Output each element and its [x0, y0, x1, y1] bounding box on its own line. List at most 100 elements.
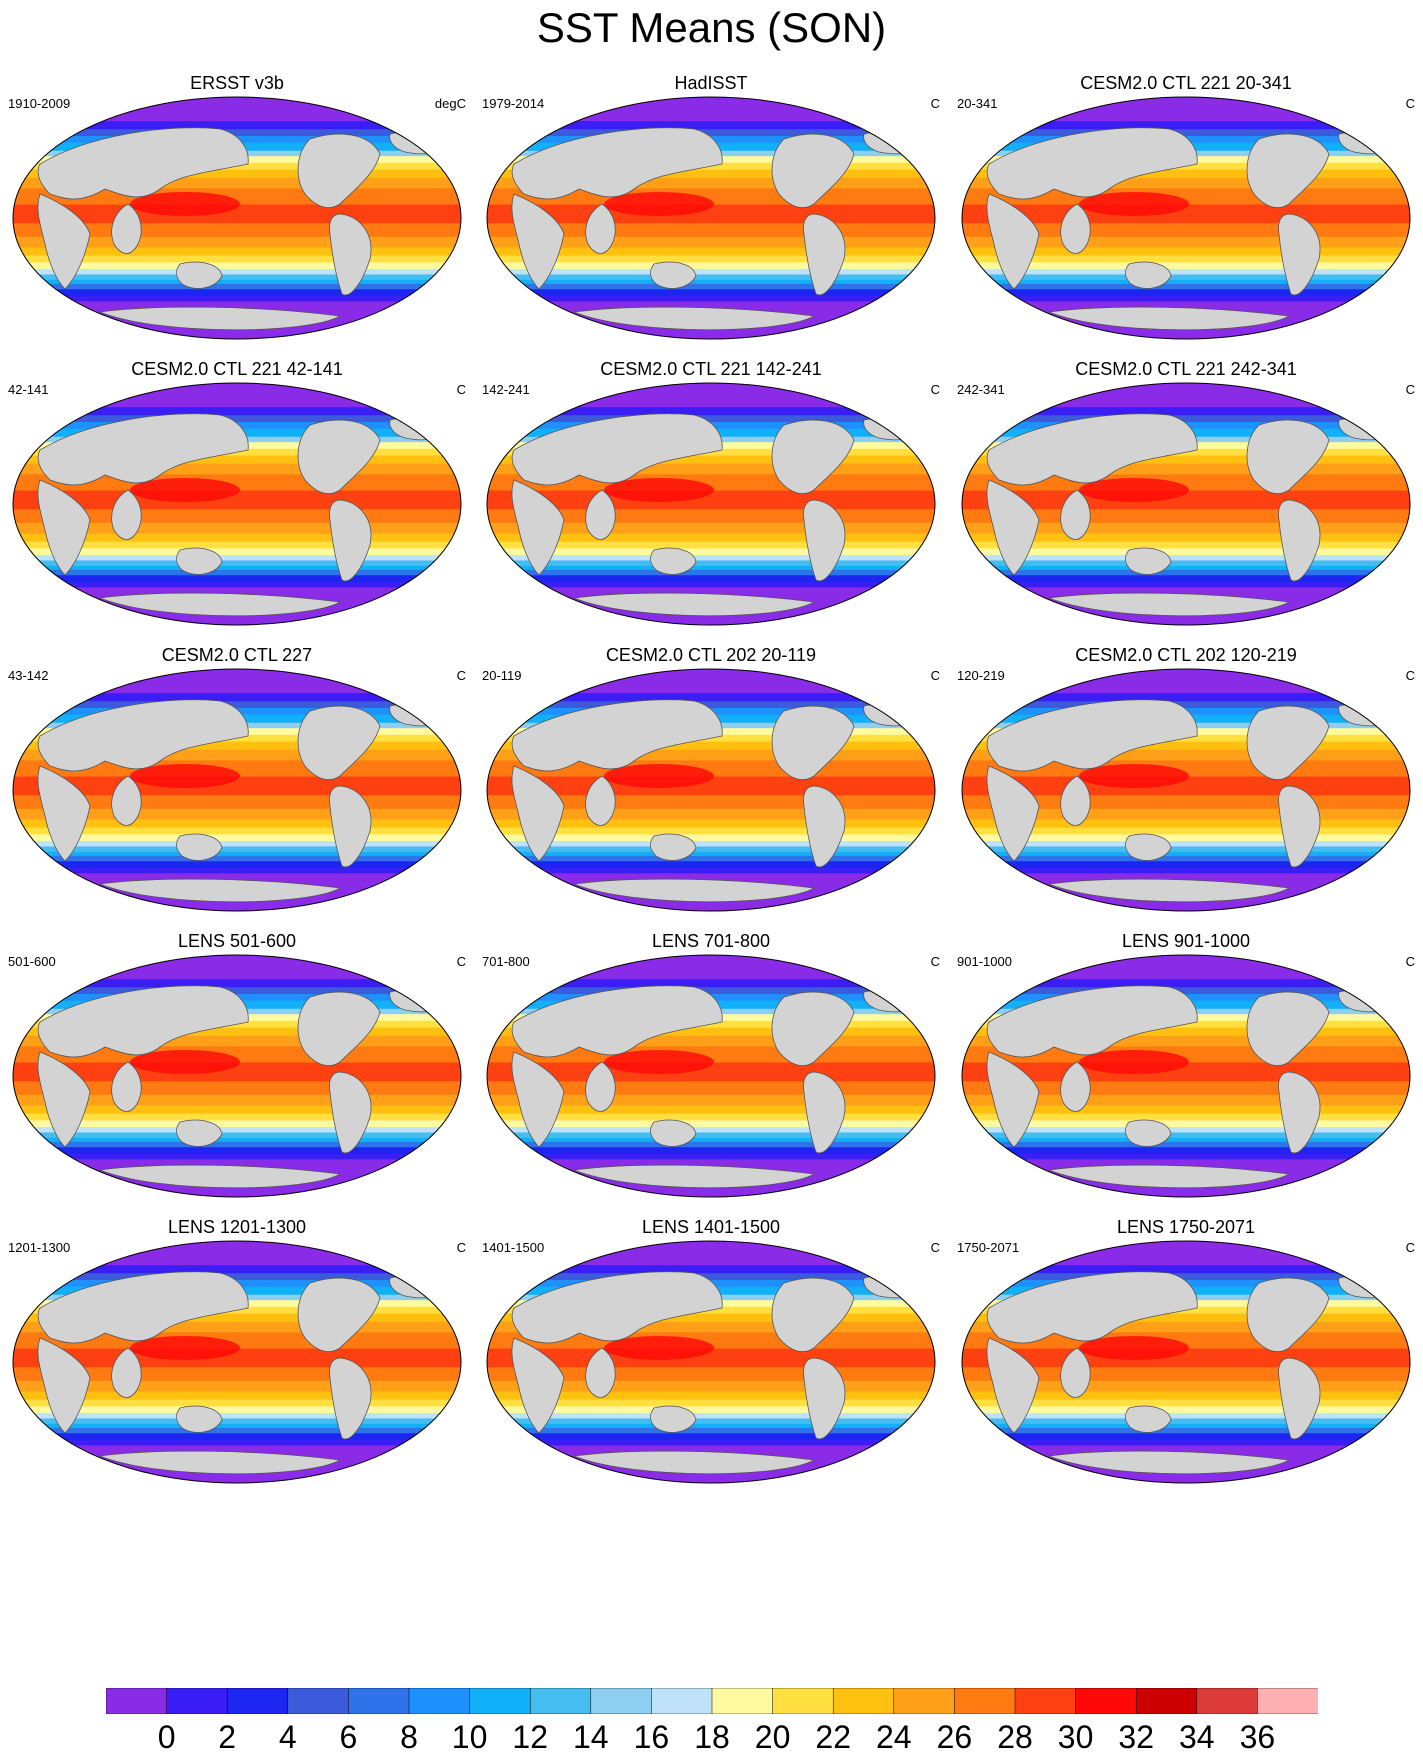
- sst-band: [962, 1439, 1410, 1446]
- land-mass: [986, 413, 1198, 486]
- map-outline: [12, 96, 462, 340]
- colorbar-swatch: [832, 1688, 895, 1714]
- panel-units-label: C: [930, 954, 940, 969]
- land-mass: [1060, 489, 1091, 540]
- sst-band: [487, 533, 935, 543]
- panel-period-label: 142-241: [482, 382, 530, 397]
- land-mass: [1060, 203, 1091, 254]
- sst-band: [487, 1313, 935, 1323]
- map-outline: [961, 954, 1411, 1198]
- land-mass: [37, 127, 249, 200]
- sst-band: [962, 1035, 1410, 1047]
- map-outline: [12, 382, 462, 626]
- sst-band: [13, 1137, 461, 1143]
- sst-band: [487, 1105, 935, 1115]
- sst-band: [962, 177, 1410, 189]
- panel-title: LENS 501-600: [177, 931, 297, 951]
- warm-pool: [1079, 764, 1189, 788]
- sst-band: [962, 701, 1410, 709]
- sst-band: [487, 407, 935, 416]
- warm-pool: [130, 764, 240, 788]
- panel-title: LENS 1750-2071: [1116, 1217, 1256, 1237]
- sst-band: [962, 1094, 1410, 1107]
- sst-band: [962, 121, 1410, 130]
- land-mass: [1125, 547, 1172, 575]
- land-mass: [111, 1061, 142, 1112]
- colorbar-tick-label: 28: [997, 1719, 1033, 1755]
- map-panel: LENS 701-800 701-800 C: [474, 928, 948, 1248]
- sst-band: [487, 1265, 935, 1274]
- land-mass: [511, 479, 565, 576]
- land-mass: [176, 833, 223, 861]
- land-mass: [511, 765, 565, 862]
- colorbar-tick-label: 4: [278, 1719, 297, 1755]
- sst-band: [962, 1273, 1410, 1281]
- sst-band: [13, 541, 461, 549]
- sst-band: [487, 867, 935, 874]
- land-mass: [329, 1357, 372, 1440]
- land-mass: [650, 833, 697, 861]
- map-outline: [961, 96, 1411, 340]
- colorbar-tick-label: 14: [573, 1719, 609, 1755]
- land-mass: [1246, 1277, 1330, 1352]
- colorbar-swatch: [166, 1688, 228, 1714]
- sst-band: [13, 1127, 461, 1133]
- land-mass: [37, 1337, 91, 1434]
- colorbar-tick-label: 30: [1057, 1719, 1094, 1755]
- panel-units-label: degC: [434, 96, 466, 111]
- sst-band: [487, 415, 935, 423]
- sst-band: [962, 1406, 1410, 1414]
- sst-band: [13, 1391, 461, 1401]
- sst-band: [13, 1423, 461, 1429]
- sst-band: [962, 867, 1410, 874]
- sst-band: [962, 522, 1410, 535]
- map-panel: ERSST v3b 1910-2009 degC: [0, 70, 474, 390]
- land-mass: [986, 479, 1040, 576]
- sst-band: [962, 255, 1410, 263]
- sst-band: [13, 463, 461, 475]
- colorbar-swatch: [1196, 1688, 1259, 1714]
- land-mass: [111, 489, 142, 540]
- colorbar-tick-label: 24: [876, 1719, 912, 1755]
- land-mass: [572, 1164, 816, 1189]
- land-mass: [986, 127, 1198, 200]
- sst-band: [13, 1433, 461, 1441]
- panel-units-label: C: [456, 382, 466, 397]
- colorbar-swatch: [954, 1688, 1016, 1714]
- land-mass: [1060, 775, 1091, 826]
- sst-band: [962, 1137, 1410, 1143]
- sst-band: [13, 522, 461, 535]
- colorbar-swatch: [1075, 1688, 1137, 1714]
- land-mass: [1246, 705, 1330, 780]
- sst-band: [13, 819, 461, 829]
- land-mass: [1060, 1061, 1091, 1112]
- sst-band: [962, 533, 1410, 543]
- colorbar-swatch: [348, 1688, 410, 1714]
- figure-title: SST Means (SON): [536, 4, 887, 51]
- land-mass: [297, 1277, 381, 1352]
- sst-band: [13, 841, 461, 847]
- sst-map: [486, 668, 936, 912]
- sst-band: [13, 1105, 461, 1115]
- sst-band: [13, 555, 461, 561]
- warm-pool: [604, 478, 714, 502]
- land-mass: [1125, 833, 1172, 861]
- land-mass: [511, 1051, 565, 1148]
- land-mass: [803, 1357, 846, 1440]
- sst-band: [487, 1035, 935, 1047]
- sst-band: [962, 1105, 1410, 1115]
- colorbar-tick-label: 16: [633, 1719, 670, 1755]
- land-mass: [329, 785, 372, 868]
- sst-band: [962, 548, 1410, 556]
- sst-band: [962, 846, 1410, 853]
- panel-units-label: C: [456, 954, 466, 969]
- panel-units-label: C: [930, 1240, 940, 1255]
- land-mass: [1278, 213, 1321, 296]
- sst-band: [487, 749, 935, 761]
- map-panel: CESM2.0 CTL 221 242-341 242-341 C: [949, 356, 1423, 676]
- sst-band: [962, 581, 1410, 588]
- sst-band: [962, 749, 1410, 761]
- panel-units-label: C: [456, 1240, 466, 1255]
- panel-title: CESM2.0 CTL 221 42-141: [131, 359, 343, 379]
- sst-band: [487, 1113, 935, 1121]
